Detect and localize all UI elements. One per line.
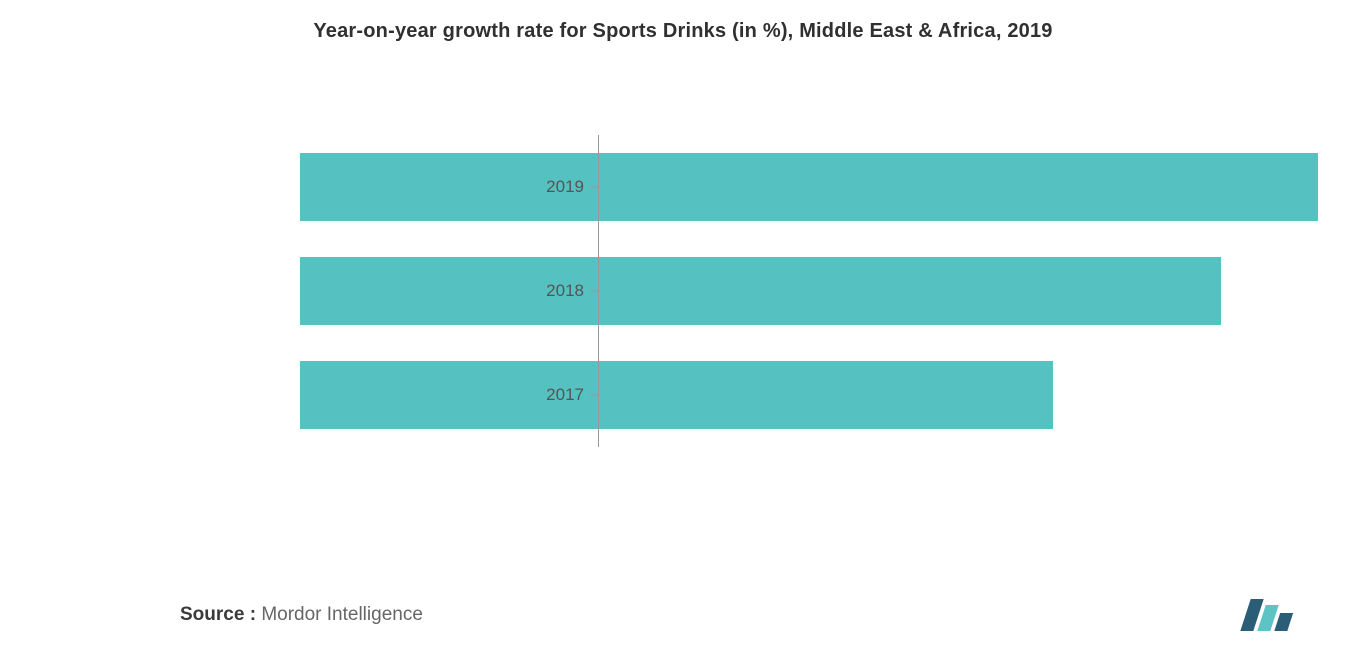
bar xyxy=(300,153,1318,221)
bar-label: 2018 xyxy=(530,281,584,301)
source-label: Source : xyxy=(180,604,256,625)
source-text: Source : Mordor Intelligence xyxy=(180,604,423,626)
source-value: Mordor Intelligence xyxy=(261,604,423,625)
chart-container: Year-on-year growth rate for Sports Drin… xyxy=(0,0,1366,655)
mordor-logo-icon xyxy=(1234,595,1306,635)
bars-wrapper: 2019 2018 2017 xyxy=(300,153,1318,429)
bar-row: 2018 xyxy=(300,257,1318,325)
bar-label: 2019 xyxy=(530,177,584,197)
axis-tick xyxy=(590,290,598,291)
chart-title: Year-on-year growth rate for Sports Drin… xyxy=(0,20,1366,43)
bar xyxy=(300,257,1221,325)
y-axis-line xyxy=(598,135,599,447)
axis-tick xyxy=(590,186,598,187)
bars-area: 2019 2018 2017 xyxy=(0,153,1366,429)
bar-label: 2017 xyxy=(530,385,584,405)
bar xyxy=(300,361,1053,429)
bar-row: 2017 xyxy=(300,361,1318,429)
chart-footer: Source : Mordor Intelligence xyxy=(180,595,1306,635)
axis-tick xyxy=(590,394,598,395)
bar-row: 2019 xyxy=(300,153,1318,221)
